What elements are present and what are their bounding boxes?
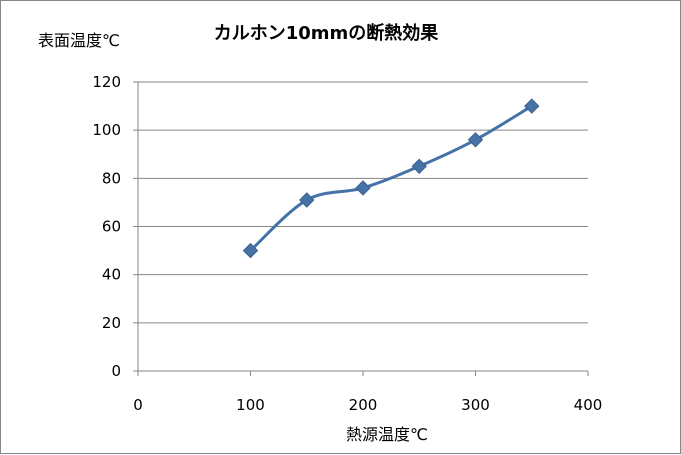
data-point [242, 242, 259, 259]
series-line [249, 104, 534, 253]
y-tick-label: 120 [92, 73, 121, 91]
chart-title: カルホン10mmの断熱効果 [214, 22, 440, 44]
data-point [299, 192, 315, 208]
x-tick-label: 100 [236, 396, 265, 414]
y-axis-title: 表面温度℃ [38, 31, 120, 50]
grid-lines [138, 81, 588, 324]
y-tick-label: 60 [102, 218, 121, 236]
x-tick-label: 400 [574, 396, 603, 414]
y-tick-label: 100 [92, 121, 121, 139]
y-tick-label: 40 [102, 266, 121, 284]
y-tick-label: 0 [111, 362, 121, 380]
x-tick-label: 200 [349, 396, 378, 414]
x-tick-label: 300 [461, 396, 490, 414]
data-point [467, 132, 484, 148]
data-point [355, 180, 371, 196]
x-axis-title: 熱源温度℃ [346, 425, 428, 444]
axes [133, 81, 589, 376]
data-series [242, 98, 540, 259]
x-tick-label: 0 [133, 396, 143, 414]
x-tick-labels: 0 100 200 300 400 [133, 396, 602, 414]
data-point [524, 98, 540, 114]
y-tick-label: 20 [102, 314, 121, 332]
data-point [411, 158, 427, 174]
y-tick-labels: 0 20 40 60 80 100 120 [92, 73, 121, 380]
y-tick-label: 80 [102, 169, 121, 187]
